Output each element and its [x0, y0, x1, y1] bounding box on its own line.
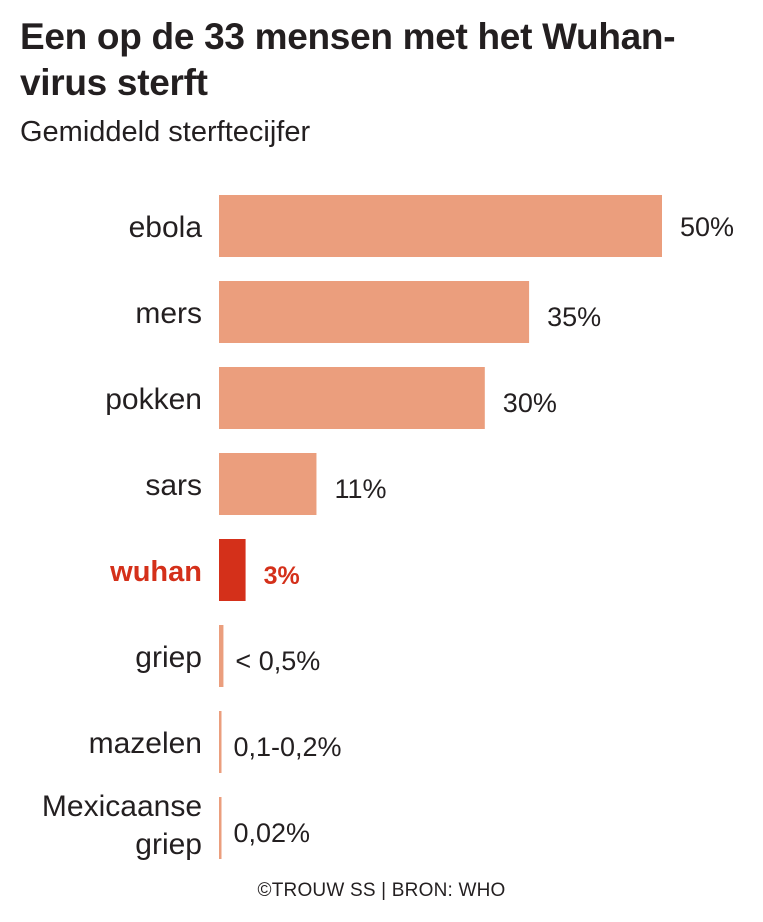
bar-pokken — [219, 367, 485, 429]
value-label-griep: < 0,5% — [235, 646, 320, 676]
category-label-pokken: pokken — [105, 383, 202, 416]
bar-mazelen — [219, 711, 222, 773]
category-label-mers: mers — [135, 297, 202, 330]
bar-mers — [219, 281, 530, 343]
bar-mexicaanse-griep — [219, 797, 222, 859]
category-label-griep: griep — [135, 641, 202, 674]
value-label-sars: 11% — [334, 474, 386, 504]
category-label-sars: sars — [145, 469, 202, 502]
value-label-mers: 35% — [547, 302, 601, 332]
value-label-mazelen: 0,1-0,2% — [234, 732, 342, 762]
value-label-pokken: 30% — [503, 388, 557, 418]
value-label-ebola: 50% — [680, 212, 734, 242]
source-credit: ©TROUW SS | BRON: WHO — [257, 880, 506, 901]
category-label-wuhan: wuhan — [109, 556, 202, 588]
category-label-mexicaanse-griep: Mexicaanse griep — [42, 790, 202, 861]
category-label-mazelen: mazelen — [89, 727, 202, 760]
chart-title: Een op de 33 mensen met het Wuhan-virus … — [20, 16, 676, 103]
bar-griep — [219, 625, 224, 687]
category-label-ebola: ebola — [129, 211, 203, 244]
chart-subtitle: Gemiddeld sterftecijfer — [20, 116, 311, 148]
value-label-mexicaanse-griep: 0,02% — [234, 818, 311, 848]
bar-wuhan — [219, 539, 246, 601]
value-label-wuhan: 3% — [264, 562, 300, 590]
bar-ebola — [219, 195, 662, 257]
bar-sars — [219, 453, 317, 515]
